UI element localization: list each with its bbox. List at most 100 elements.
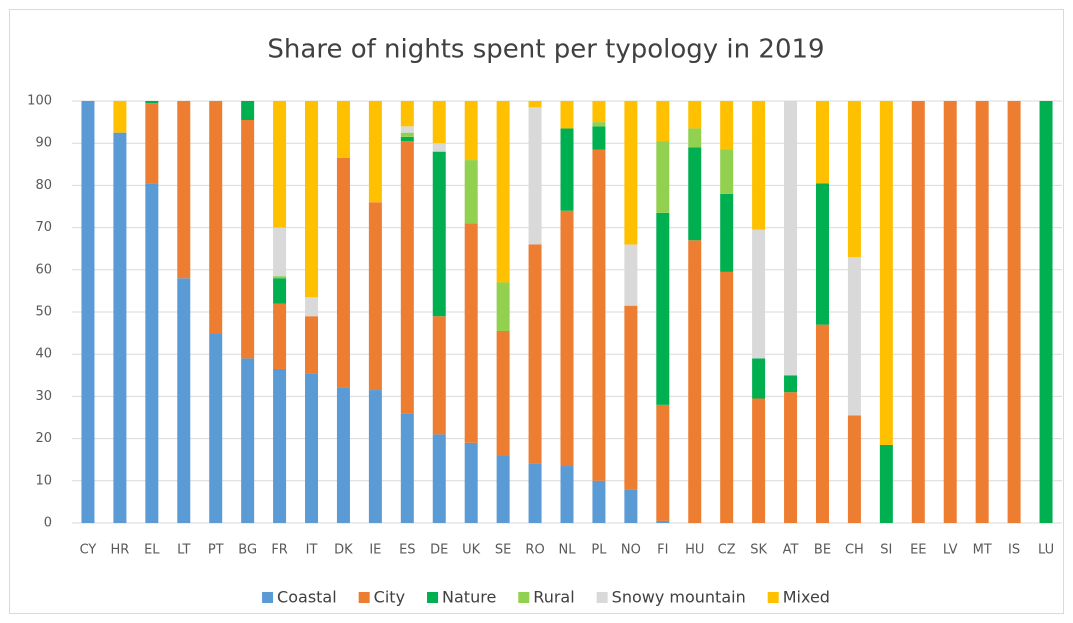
bar-segment: [368, 390, 382, 523]
bar-segment: [273, 368, 287, 523]
x-tick-label: DK: [334, 543, 353, 558]
legend-text: Mixed: [783, 588, 830, 607]
bar-segment: [592, 480, 606, 523]
bar-segment: [336, 101, 350, 158]
x-tick-label: IS: [1008, 543, 1020, 558]
bar-segment: [464, 160, 478, 224]
x-tick-label: HR: [110, 543, 129, 558]
bar-segment: [528, 107, 542, 245]
legend-text: Snowy mountain: [612, 588, 746, 607]
bar-segment: [847, 101, 861, 258]
x-tick-label: BG: [238, 543, 257, 558]
bar-segment: [305, 316, 319, 374]
y-tick-label: 20: [35, 431, 52, 446]
bar-segment: [560, 128, 574, 211]
legend-swatch: [262, 592, 274, 603]
bar-segment: [656, 101, 670, 142]
y-tick-label: 70: [35, 220, 52, 235]
x-tick-label: HU: [685, 543, 704, 558]
x-tick-label: FR: [271, 543, 288, 558]
x-tick-label: LU: [1038, 543, 1054, 558]
legend-swatch: [767, 592, 779, 603]
bar-segment: [656, 141, 670, 213]
bar-segment: [752, 101, 766, 230]
bar-segment: [752, 358, 766, 399]
bar-segment: [528, 244, 542, 464]
bar-segment: [975, 101, 989, 523]
bar-segment: [368, 202, 382, 391]
bar-segment: [305, 373, 319, 523]
x-tick-label: CY: [80, 543, 97, 558]
x-tick-label: PT: [208, 543, 224, 558]
bar-segment: [688, 128, 702, 148]
x-tick-label: NO: [621, 543, 641, 558]
bar-segment: [1039, 101, 1053, 523]
bar-segment: [847, 257, 861, 416]
legend-swatch: [358, 592, 370, 603]
bar-segment: [720, 271, 734, 523]
bar-segment: [432, 434, 446, 523]
bar-segment: [624, 489, 638, 523]
x-tick-label: SE: [495, 543, 511, 558]
legend-text: Nature: [442, 588, 496, 607]
bar-segment: [911, 101, 925, 523]
bar-segment: [784, 101, 798, 376]
legend-text: Rural: [533, 588, 574, 607]
bar-segment: [656, 212, 670, 405]
bar-segment: [656, 520, 670, 523]
chart-title: Share of nights spent per typology in 20…: [267, 35, 824, 65]
bar-segment: [432, 101, 446, 144]
x-tick-label: ES: [399, 543, 415, 558]
legend-swatch: [518, 592, 530, 603]
bar-segment: [464, 442, 478, 523]
x-tick-label: PL: [591, 543, 607, 558]
bar-segment: [145, 101, 159, 104]
bar-segment: [145, 183, 159, 524]
bar-segment: [305, 101, 319, 298]
bar-segment: [879, 101, 893, 445]
bar-segment: [273, 101, 287, 228]
x-tick-label: CZ: [718, 543, 736, 558]
x-tick-label: LT: [177, 543, 190, 558]
bar-segment: [720, 149, 734, 194]
bar-segment: [752, 229, 766, 359]
x-tick-label: MT: [973, 543, 992, 558]
bar-segment: [273, 276, 287, 279]
y-tick-label: 100: [27, 94, 52, 109]
x-tick-label: EL: [144, 543, 160, 558]
bar-segment: [273, 303, 287, 369]
bar-segment: [209, 101, 223, 334]
bar-segment: [688, 240, 702, 523]
bar-segment: [720, 193, 734, 272]
bar-segment: [720, 101, 734, 150]
bar-segment: [368, 101, 382, 203]
bar-segment: [592, 122, 606, 127]
bar-segment: [815, 101, 829, 184]
bar-segment: [400, 126, 414, 133]
y-tick-label: 10: [35, 473, 52, 488]
x-tick-label: NL: [559, 543, 577, 558]
x-tick-label: DE: [430, 543, 448, 558]
bar-segment: [688, 101, 702, 129]
bar-segment: [241, 119, 255, 359]
bar-segment: [560, 466, 574, 523]
bar-segment: [400, 101, 414, 127]
x-tick-label: FI: [657, 543, 668, 558]
bar-segment: [177, 278, 191, 523]
bar-segment: [624, 305, 638, 490]
bar-segment: [336, 157, 350, 388]
bar-segment: [496, 282, 510, 331]
bar-segment: [592, 126, 606, 150]
x-tick-label: AT: [783, 543, 799, 558]
x-tick-label: IE: [369, 543, 381, 558]
bar-segment: [400, 132, 414, 137]
bar-segment: [400, 141, 414, 414]
x-tick-label: SK: [750, 543, 767, 558]
bar-segment: [815, 183, 829, 325]
bar-segment: [432, 151, 446, 317]
bar-segment: [528, 463, 542, 523]
bar-segment: [400, 136, 414, 142]
x-tick-label: BE: [814, 543, 831, 558]
bar-segment: [464, 101, 478, 161]
